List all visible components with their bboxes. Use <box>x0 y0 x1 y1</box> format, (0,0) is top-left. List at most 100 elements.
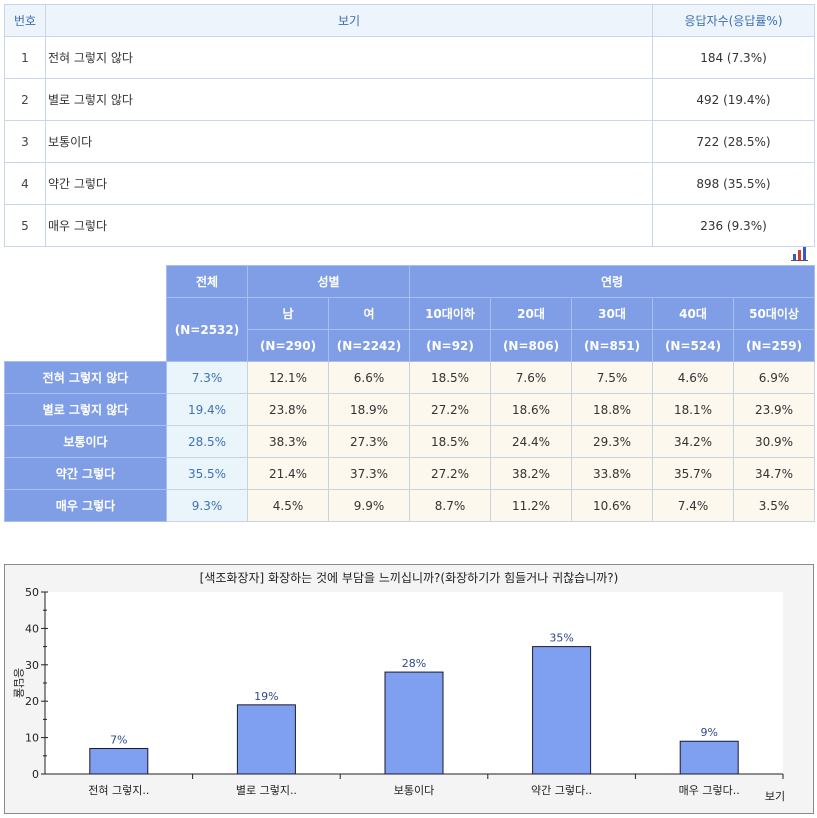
x-tick-label: 약간 그렇다.. <box>531 783 592 797</box>
option-value: 184 (7.3%) <box>652 36 815 79</box>
cross-cell: 9.9% <box>328 489 410 522</box>
option-value: 898 (35.5%) <box>652 162 815 205</box>
option-row: 1 전혀 그렇지 않다 184 (7.3%) <box>4 36 815 79</box>
cross-cell: 7.5% <box>571 361 653 394</box>
cross-cell: 38.3% <box>247 425 329 458</box>
age-label: 10대이하 <box>409 297 491 330</box>
y-tick-label: 10 <box>25 732 39 745</box>
age-n: (N=524) <box>652 329 734 362</box>
age-n: (N=259) <box>732 329 816 362</box>
age-label: 40대 <box>652 297 734 330</box>
cross-cell: 27.2% <box>409 393 491 426</box>
option-value: 492 (19.4%) <box>652 78 815 121</box>
cross-row: 전혀 그렇지 않다 7.3% 12.1% 6.6% 18.5% 7.6% 7.5% 4.6% 6… <box>4 361 816 394</box>
option-value: 236 (9.3%) <box>652 204 815 247</box>
bar[interactable] <box>532 646 592 775</box>
chart-panel: [색조화장자] 화장하는 것에 부담을 느끼십니까?(화장하기가 힘들거나 귀찮… <box>4 564 814 814</box>
cross-cell: 3.5% <box>732 489 816 522</box>
header-no: 번호 <box>4 4 46 37</box>
y-tick-label: 20 <box>25 695 39 708</box>
bar-data-label: 28% <box>402 657 426 670</box>
header-count: 응답자수(응답률%) <box>652 4 815 37</box>
age-n: (N=92) <box>409 329 491 362</box>
cross-row-label: 전혀 그렇지 않다 <box>4 361 167 394</box>
age-label: 30대 <box>571 297 653 330</box>
option-number: 5 <box>4 204 46 247</box>
bar-data-label: 19% <box>254 690 278 703</box>
y-tick-label: 0 <box>32 768 39 781</box>
cross-row-label: 별로 그렇지 않다 <box>4 393 167 426</box>
header-choice: 보기 <box>45 4 653 37</box>
cross-total-cell: 28.5% <box>166 425 248 458</box>
cross-corner <box>4 265 167 362</box>
bar-chart-icon[interactable] <box>791 247 808 261</box>
cross-row: 약간 그렇다 35.5% 21.4% 37.3% 27.2% 38.2% 33.8% 35.7… <box>4 457 816 490</box>
option-row: 4 약간 그렇다 898 (35.5%) <box>4 162 815 205</box>
option-number: 1 <box>4 36 46 79</box>
gender-n: (N=2242) <box>328 329 410 362</box>
cross-row: 보통이다 28.5% 38.3% 27.3% 18.5% 24.4% 29.3% 34.2% 3… <box>4 425 816 458</box>
cross-table: 전체 성별 연령 (N=2532) 남 여 10대이하 20대 30대 40대 50대이상 … <box>4 265 816 522</box>
cross-cell: 6.6% <box>328 361 410 394</box>
x-tick-label: 전혀 그렇지.. <box>88 784 149 797</box>
cross-cell: 23.8% <box>247 393 329 426</box>
option-row: 5 매우 그렇다 236 (9.3%) <box>4 204 815 247</box>
option-label: 매우 그렇다 <box>45 204 653 247</box>
option-row: 3 보통이다 722 (28.5%) <box>4 120 815 163</box>
cross-cell: 6.9% <box>732 361 816 394</box>
option-label: 보통이다 <box>45 120 653 163</box>
cross-cell: 8.7% <box>409 489 491 522</box>
y-tick-label: 30 <box>25 659 39 672</box>
cross-total-cell: 7.3% <box>166 361 248 394</box>
x-tick-label: 보통이다 <box>394 784 434 797</box>
cross-cell: 11.2% <box>490 489 572 522</box>
cross-cell: 29.3% <box>571 425 653 458</box>
options-table: 번호 보기 응답자수(응답률%) 1 전혀 그렇지 않다 184 (7.3%) 2 별로… <box>4 4 815 247</box>
cross-cell: 30.9% <box>732 425 816 458</box>
cross-row: 별로 그렇지 않다 19.4% 23.8% 18.9% 27.2% 18.6% 18.8% 1… <box>4 393 816 426</box>
bar[interactable] <box>679 740 739 775</box>
bar[interactable] <box>89 748 149 775</box>
cross-total-cell: 9.3% <box>166 489 248 522</box>
age-label: 50대이상 <box>732 297 816 330</box>
cross-cell: 12.1% <box>247 361 329 394</box>
bar[interactable] <box>384 671 444 775</box>
cross-cell: 24.4% <box>490 425 572 458</box>
bar[interactable] <box>236 704 296 775</box>
cross-total-cell: 19.4% <box>166 393 248 426</box>
option-label: 별로 그렇지 않다 <box>45 78 653 121</box>
cross-row: 매우 그렇다 9.3% 4.5% 9.9% 8.7% 11.2% 10.6% 7.4% 3.5% <box>4 489 816 522</box>
options-body: 1 전혀 그렇지 않다 184 (7.3%) 2 별로 그렇지 않다 492 (19.4%… <box>4 36 815 247</box>
age-n: (N=806) <box>490 329 572 362</box>
x-tick-label: 매우 그렇다.. <box>679 784 740 797</box>
cross-cell: 18.5% <box>409 361 491 394</box>
cross-cell: 18.6% <box>490 393 572 426</box>
option-label: 약간 그렇다 <box>45 162 653 205</box>
option-number: 4 <box>4 162 46 205</box>
bar-chart: [색조화장자] 화장하는 것에 부담을 느끼십니까?(화장하기가 힘들거나 귀찮… <box>12 571 785 803</box>
total-header: 전체 <box>166 265 248 298</box>
bar-data-label: 9% <box>700 726 717 739</box>
chart-title: [색조화장자] 화장하는 것에 부담을 느끼십니까?(화장하기가 힘들거나 귀찮… <box>200 571 619 585</box>
cross-cell: 21.4% <box>247 457 329 490</box>
age-header: 연령 <box>408 265 816 298</box>
cross-cell: 27.3% <box>328 425 410 458</box>
cross-cell: 34.7% <box>732 457 816 490</box>
cross-total-cell: 35.5% <box>166 457 248 490</box>
gender-header: 성별 <box>247 265 410 298</box>
cross-row-label: 매우 그렇다 <box>4 489 167 522</box>
gender-n: (N=290) <box>247 329 329 362</box>
option-row: 2 별로 그렇지 않다 492 (19.4%) <box>4 78 815 121</box>
cross-cell: 10.6% <box>571 489 653 522</box>
option-value: 722 (28.5%) <box>652 120 815 163</box>
total-n: (N=2532) <box>166 297 248 362</box>
cross-cell: 7.4% <box>652 489 734 522</box>
y-tick-label: 40 <box>25 622 39 635</box>
cross-row-label: 보통이다 <box>4 425 167 458</box>
cross-cell: 18.9% <box>328 393 410 426</box>
y-tick-label: 50 <box>25 586 39 599</box>
cross-cell: 34.2% <box>652 425 734 458</box>
cross-body: 전혀 그렇지 않다 7.3% 12.1% 6.6% 18.5% 7.6% 7.5% 4.6% 6… <box>4 361 816 522</box>
x-axis-label: 보기 <box>765 790 785 803</box>
y-axis-label: 응답율 <box>12 668 25 698</box>
